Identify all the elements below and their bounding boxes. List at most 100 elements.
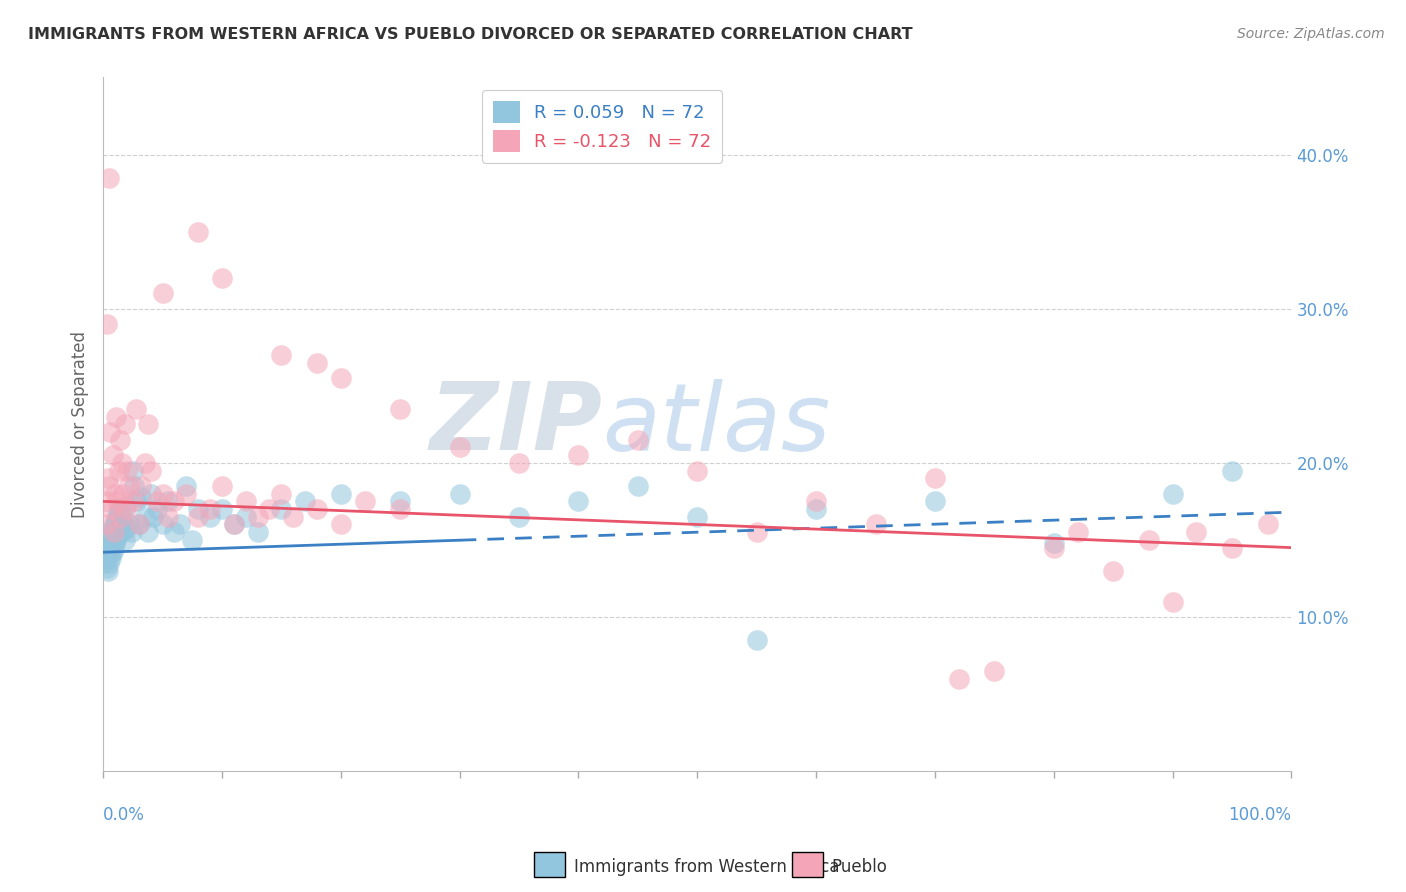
Point — [122, 479, 145, 493]
Point — [152, 286, 174, 301]
Point — [686, 464, 709, 478]
Point — [329, 486, 352, 500]
Point — [93, 556, 115, 570]
Point — [105, 509, 128, 524]
Point — [114, 499, 136, 513]
Point — [125, 494, 148, 508]
Point — [157, 509, 180, 524]
Point — [98, 533, 121, 547]
Point — [108, 433, 131, 447]
Point — [1185, 525, 1208, 540]
Point — [389, 401, 412, 416]
Point — [804, 494, 827, 508]
Point — [96, 317, 118, 331]
Point — [745, 525, 768, 540]
Point — [567, 448, 589, 462]
Point — [101, 525, 124, 540]
Point — [121, 525, 143, 540]
Point — [211, 479, 233, 493]
Point — [112, 486, 135, 500]
Point — [103, 520, 125, 534]
Point — [101, 448, 124, 462]
Point — [508, 456, 530, 470]
Y-axis label: Divorced or Separated: Divorced or Separated — [72, 331, 89, 517]
Point — [259, 502, 281, 516]
Point — [198, 502, 221, 516]
Point — [294, 494, 316, 508]
Point — [108, 520, 131, 534]
Point — [145, 502, 167, 516]
Text: IMMIGRANTS FROM WESTERN AFRICA VS PUEBLO DIVORCED OR SEPARATED CORRELATION CHART: IMMIGRANTS FROM WESTERN AFRICA VS PUEBLO… — [28, 27, 912, 42]
Point — [100, 530, 122, 544]
Point — [686, 509, 709, 524]
Point — [139, 486, 162, 500]
Point — [94, 551, 117, 566]
Point — [1137, 533, 1160, 547]
Point — [136, 417, 159, 432]
Point — [169, 517, 191, 532]
Point — [134, 456, 156, 470]
Point — [104, 515, 127, 529]
Point — [96, 560, 118, 574]
Point — [222, 517, 245, 532]
Point — [107, 525, 129, 540]
Text: ZIP: ZIP — [429, 378, 602, 470]
Point — [211, 502, 233, 516]
Point — [114, 533, 136, 547]
Point — [246, 525, 269, 540]
Point — [152, 486, 174, 500]
Point — [1066, 525, 1088, 540]
Point — [105, 409, 128, 424]
Point — [198, 509, 221, 524]
Point — [449, 486, 471, 500]
Legend: R = 0.059   N = 72, R = -0.123   N = 72: R = 0.059 N = 72, R = -0.123 N = 72 — [482, 90, 723, 163]
Point — [110, 517, 132, 532]
Point — [128, 517, 150, 532]
Point — [98, 425, 121, 439]
Point — [121, 464, 143, 478]
Point — [804, 502, 827, 516]
Point — [235, 494, 257, 508]
Point — [1257, 517, 1279, 532]
Point — [948, 672, 970, 686]
Point — [98, 549, 121, 563]
Point — [211, 270, 233, 285]
Point — [114, 417, 136, 432]
Point — [627, 479, 650, 493]
Point — [145, 494, 167, 508]
Point — [353, 494, 375, 508]
Point — [111, 456, 134, 470]
Point — [270, 502, 292, 516]
Point — [107, 464, 129, 478]
Point — [129, 479, 152, 493]
Point — [157, 494, 180, 508]
Point — [235, 509, 257, 524]
Point — [246, 509, 269, 524]
Text: 100.0%: 100.0% — [1229, 805, 1292, 824]
Point — [107, 505, 129, 519]
Text: Immigrants from Western Africa: Immigrants from Western Africa — [574, 858, 839, 876]
Point — [567, 494, 589, 508]
Point — [96, 517, 118, 532]
Point — [98, 170, 121, 185]
Point — [114, 502, 136, 516]
Point — [139, 464, 162, 478]
Point — [152, 517, 174, 532]
Point — [103, 517, 125, 532]
Point — [105, 530, 128, 544]
Text: Source: ZipAtlas.com: Source: ZipAtlas.com — [1237, 27, 1385, 41]
Point — [329, 371, 352, 385]
Point — [1102, 564, 1125, 578]
Point — [103, 541, 125, 555]
Point — [94, 545, 117, 559]
Point — [129, 490, 152, 504]
Point — [389, 502, 412, 516]
Point — [128, 517, 150, 532]
Point — [94, 549, 117, 563]
Point — [283, 509, 305, 524]
Point — [1220, 464, 1243, 478]
Point — [222, 517, 245, 532]
Point — [1161, 486, 1184, 500]
Point — [1042, 541, 1064, 555]
Point — [508, 509, 530, 524]
